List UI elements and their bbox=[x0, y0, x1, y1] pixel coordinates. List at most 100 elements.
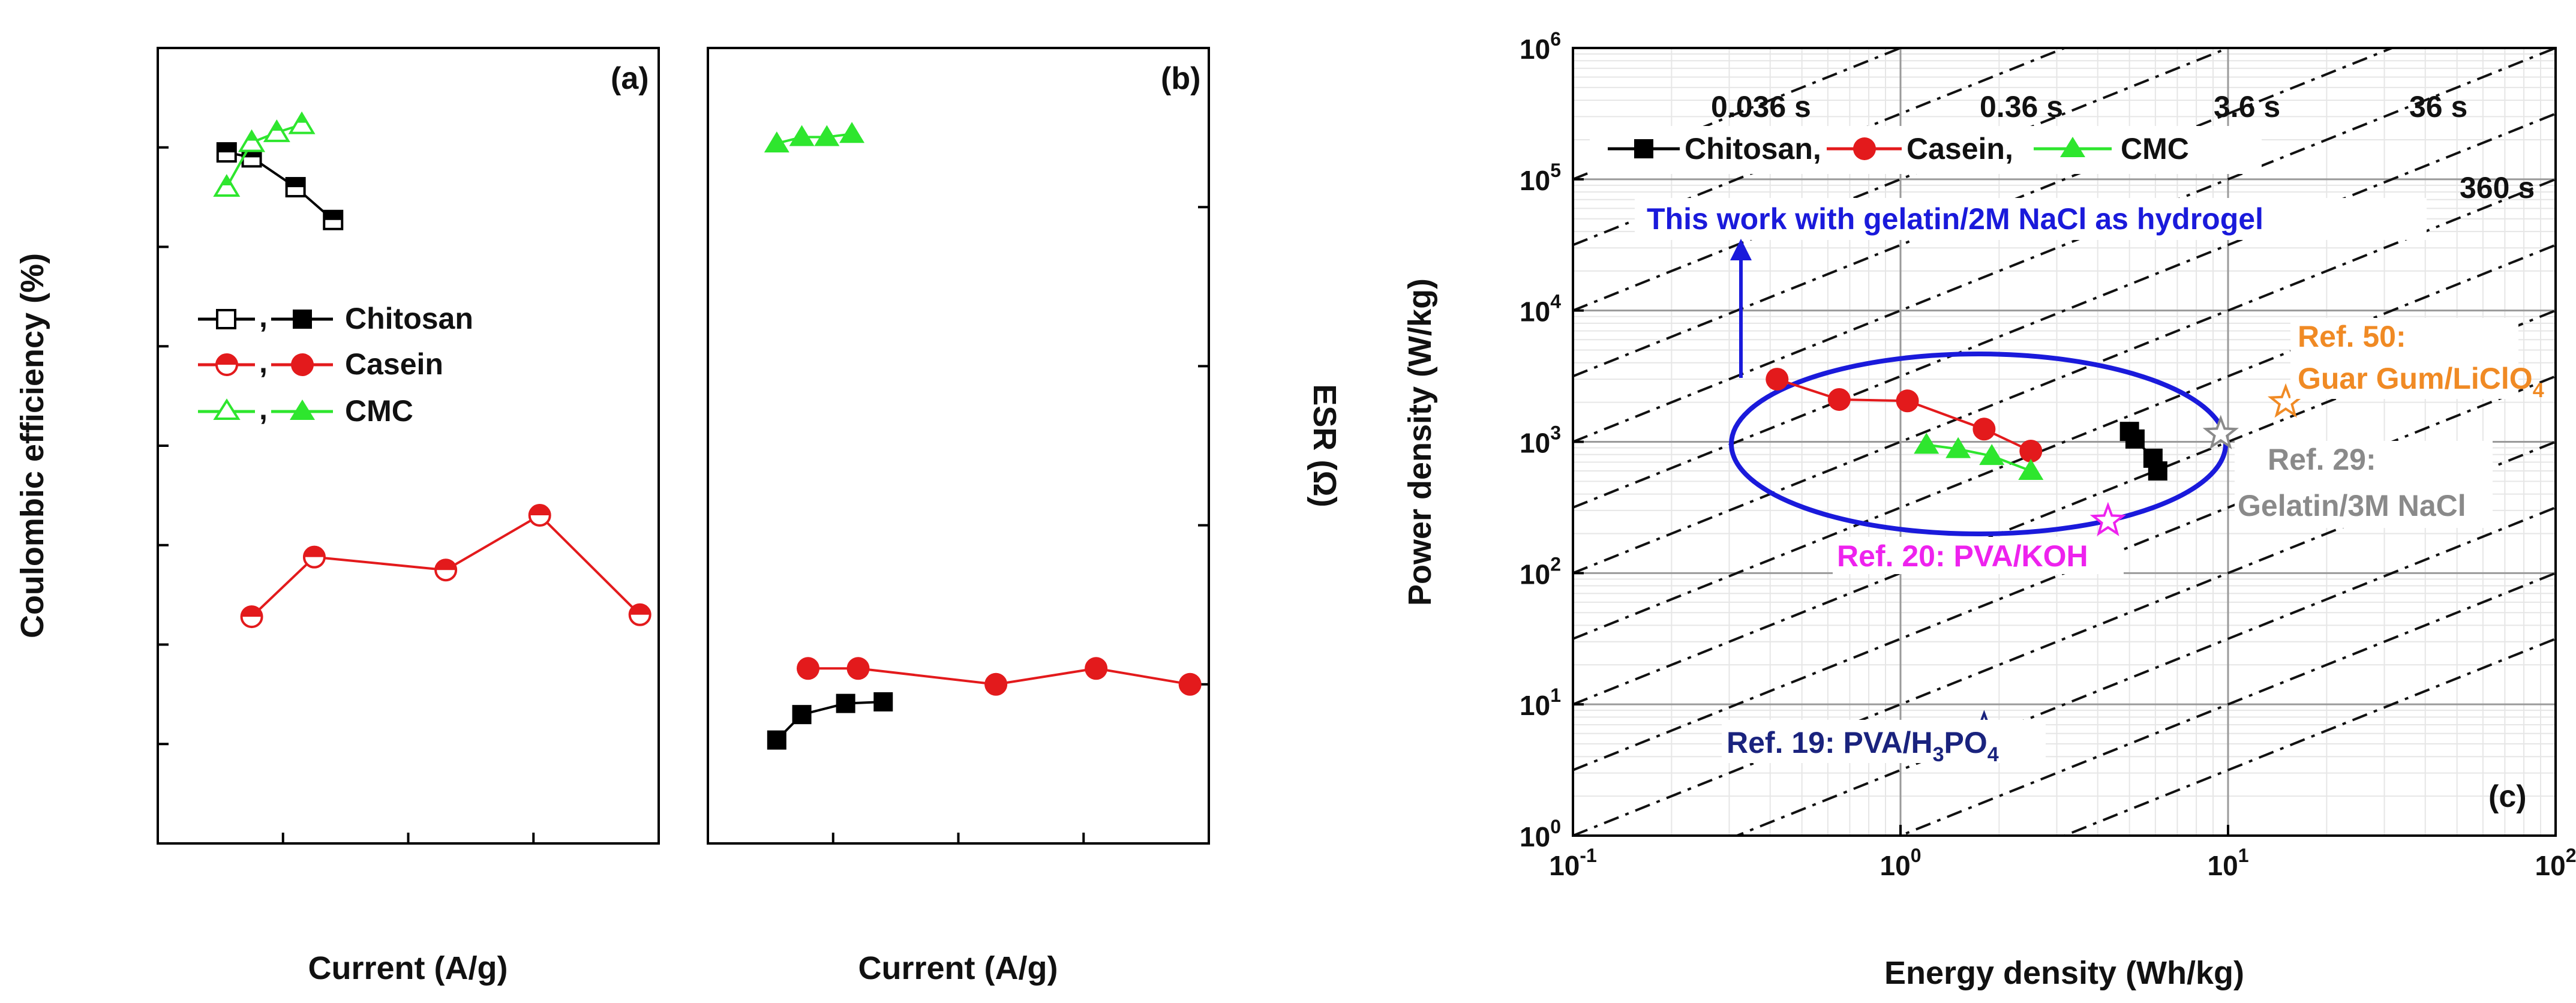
c-xtick-exp-1: 0 bbox=[1911, 845, 1922, 866]
a-point-cmc-2-half bbox=[271, 121, 283, 131]
c-point-cmc-2 bbox=[1979, 444, 2005, 466]
c-ytick-exp-2: 2 bbox=[1550, 553, 1561, 575]
a-point-casein-4-half bbox=[629, 604, 650, 615]
chart-b-frame bbox=[707, 47, 1210, 845]
c-time-line-11 bbox=[1733, 506, 2556, 836]
legend-cmc: , CMC bbox=[198, 392, 413, 428]
legend-chitosan: , Chitosan bbox=[198, 300, 473, 335]
chart-b-xlabel: Current (A/g) bbox=[858, 950, 1058, 986]
timeline-label-0.36s: 0.36 s bbox=[1980, 90, 2063, 124]
c-point-casein-2 bbox=[1896, 389, 1919, 413]
ref50-label: Ref. 50: bbox=[2298, 320, 2406, 353]
c-ytick-exp-6: 6 bbox=[1550, 28, 1561, 50]
chart-b: (b) Current (A/g) ESR (Ω) bbox=[707, 47, 1343, 986]
a-point-cmc-0-half bbox=[221, 176, 232, 186]
chart-c-panel-label: (c) bbox=[2488, 779, 2527, 814]
c-ytick-exp-3: 3 bbox=[1550, 422, 1561, 444]
a-point-casein-2-half bbox=[436, 560, 457, 570]
c-time-line-4 bbox=[1573, 48, 2556, 443]
chart-a-xlabel: Current (A/g) bbox=[308, 950, 508, 986]
timeline-label-360s: 360 s bbox=[2460, 171, 2535, 205]
legend-marker-cmc-hollow bbox=[213, 398, 241, 420]
ref29-sublabel: Gelatin/3M NaCl bbox=[2238, 489, 2466, 522]
c-point-casein-1 bbox=[1827, 388, 1851, 411]
c-time-line-12 bbox=[1897, 572, 2556, 836]
c-point-chitosan-1 bbox=[2125, 429, 2145, 449]
c-ytick-base-2: 10 bbox=[1520, 558, 1550, 590]
c-xtick-exp-3: 2 bbox=[2566, 845, 2576, 866]
chart-a-ylabel: Coulombic efficiency (%) bbox=[14, 253, 50, 638]
c-ytick-label-2: 102 bbox=[1520, 553, 1561, 590]
c-ref-star-1 bbox=[2202, 415, 2239, 449]
legend-c-label-cmc: CMC bbox=[2121, 132, 2189, 166]
ref29-label: Ref. 29: bbox=[2268, 443, 2376, 476]
a-point-chitosan-3-half bbox=[324, 211, 343, 220]
chart-c-legend: Chitosan, Casein, CMC bbox=[1590, 126, 2262, 174]
b-point-chitosan-1 bbox=[792, 705, 812, 725]
a-point-cmc-2 bbox=[263, 119, 290, 142]
chart-a: (a) Current (A/g) Coulombic efficiency (… bbox=[14, 47, 660, 986]
legend-marker-casein-half bbox=[217, 355, 237, 365]
ref19-label-main: Ref. 19: PVA/H bbox=[1727, 726, 1933, 759]
ref19-mid: PO bbox=[1944, 726, 1987, 759]
b-point-casein-1 bbox=[846, 657, 870, 680]
b-series-line-chitosan bbox=[776, 700, 884, 741]
c-ytick-label-3: 103 bbox=[1520, 422, 1561, 459]
c-ytick-label-0: 100 bbox=[1520, 816, 1561, 852]
a-point-casein-0-half bbox=[241, 606, 262, 617]
c-xtick-label-2: 101 bbox=[2208, 845, 2249, 881]
c-point-cmc-3 bbox=[2018, 459, 2044, 481]
ref50-sublabel-sub: 4 bbox=[2533, 379, 2544, 402]
legend-separator-chitosan: , bbox=[259, 300, 268, 334]
c-point-cmc-0 bbox=[1914, 433, 1939, 454]
c-ytick-label-5: 105 bbox=[1520, 160, 1561, 196]
ref19-sub1: 3 bbox=[1933, 743, 1944, 766]
c-point-casein-0 bbox=[1766, 368, 1789, 391]
legend-c-marker-cmc bbox=[2060, 137, 2085, 157]
c-ytick-base-0: 10 bbox=[1520, 821, 1550, 852]
ref20-label-bg bbox=[1833, 537, 2124, 574]
c-series-line-cmc bbox=[1926, 443, 2031, 472]
c-time-line-6 bbox=[1573, 178, 2556, 575]
c-ref-star-2 bbox=[2089, 501, 2127, 536]
c-time-line-2 bbox=[1573, 48, 2232, 312]
a-point-cmc-3 bbox=[288, 111, 316, 134]
c-time-line-5 bbox=[1573, 112, 2556, 509]
chart-a-legend: , Chitosan , Casein , CMC bbox=[198, 300, 473, 428]
a-point-chitosan-0-half bbox=[217, 143, 236, 153]
a-point-cmc-1-half bbox=[246, 131, 257, 141]
c-ytick-base-4: 10 bbox=[1520, 296, 1550, 328]
chart-a-frame bbox=[157, 47, 660, 845]
b-point-cmc-2 bbox=[814, 125, 840, 146]
a-series-line-chitosan bbox=[226, 151, 334, 221]
a-point-casein-1-half bbox=[304, 546, 325, 557]
ref29-label-bg bbox=[2235, 441, 2493, 528]
c-xtick-exp-0: -1 bbox=[1580, 845, 1596, 866]
c-ytick-label-4: 104 bbox=[1520, 291, 1561, 328]
c-point-chitosan-3 bbox=[2148, 461, 2167, 481]
c-point-casein-4 bbox=[2019, 439, 2043, 463]
legend-label-casein: Casein bbox=[345, 347, 443, 381]
legend-label-chitosan: Chitosan bbox=[345, 302, 473, 335]
timeline-label-36s: 36 s bbox=[2409, 90, 2467, 124]
annotation-arrow-head bbox=[1730, 239, 1752, 260]
legend-c-label-casein: Casein, bbox=[1907, 132, 2013, 166]
a-point-chitosan-2-half bbox=[286, 178, 305, 188]
ref19-sub2: 4 bbox=[1987, 743, 1999, 766]
c-time-line-7 bbox=[1573, 244, 2556, 640]
b-point-cmc-3 bbox=[839, 122, 865, 143]
c-xtick-label-1: 100 bbox=[1880, 845, 1922, 881]
c-xtick-label-3: 102 bbox=[2535, 845, 2576, 881]
c-point-casein-3 bbox=[1972, 418, 1996, 441]
c-time-line-13 bbox=[2061, 638, 2556, 836]
b-point-chitosan-3 bbox=[873, 692, 893, 711]
legend-separator-cmc: , bbox=[259, 392, 268, 426]
chart-b-panel-label: (b) bbox=[1161, 61, 1200, 96]
a-point-casein-3-half bbox=[529, 505, 550, 516]
c-ytick-label-1: 101 bbox=[1520, 684, 1561, 721]
legend-c-marker-chitosan bbox=[1634, 139, 1653, 158]
legend-label-cmc: CMC bbox=[345, 394, 413, 428]
legend-separator-casein: , bbox=[259, 346, 268, 379]
c-xtick-base-0: 10 bbox=[1549, 850, 1580, 881]
